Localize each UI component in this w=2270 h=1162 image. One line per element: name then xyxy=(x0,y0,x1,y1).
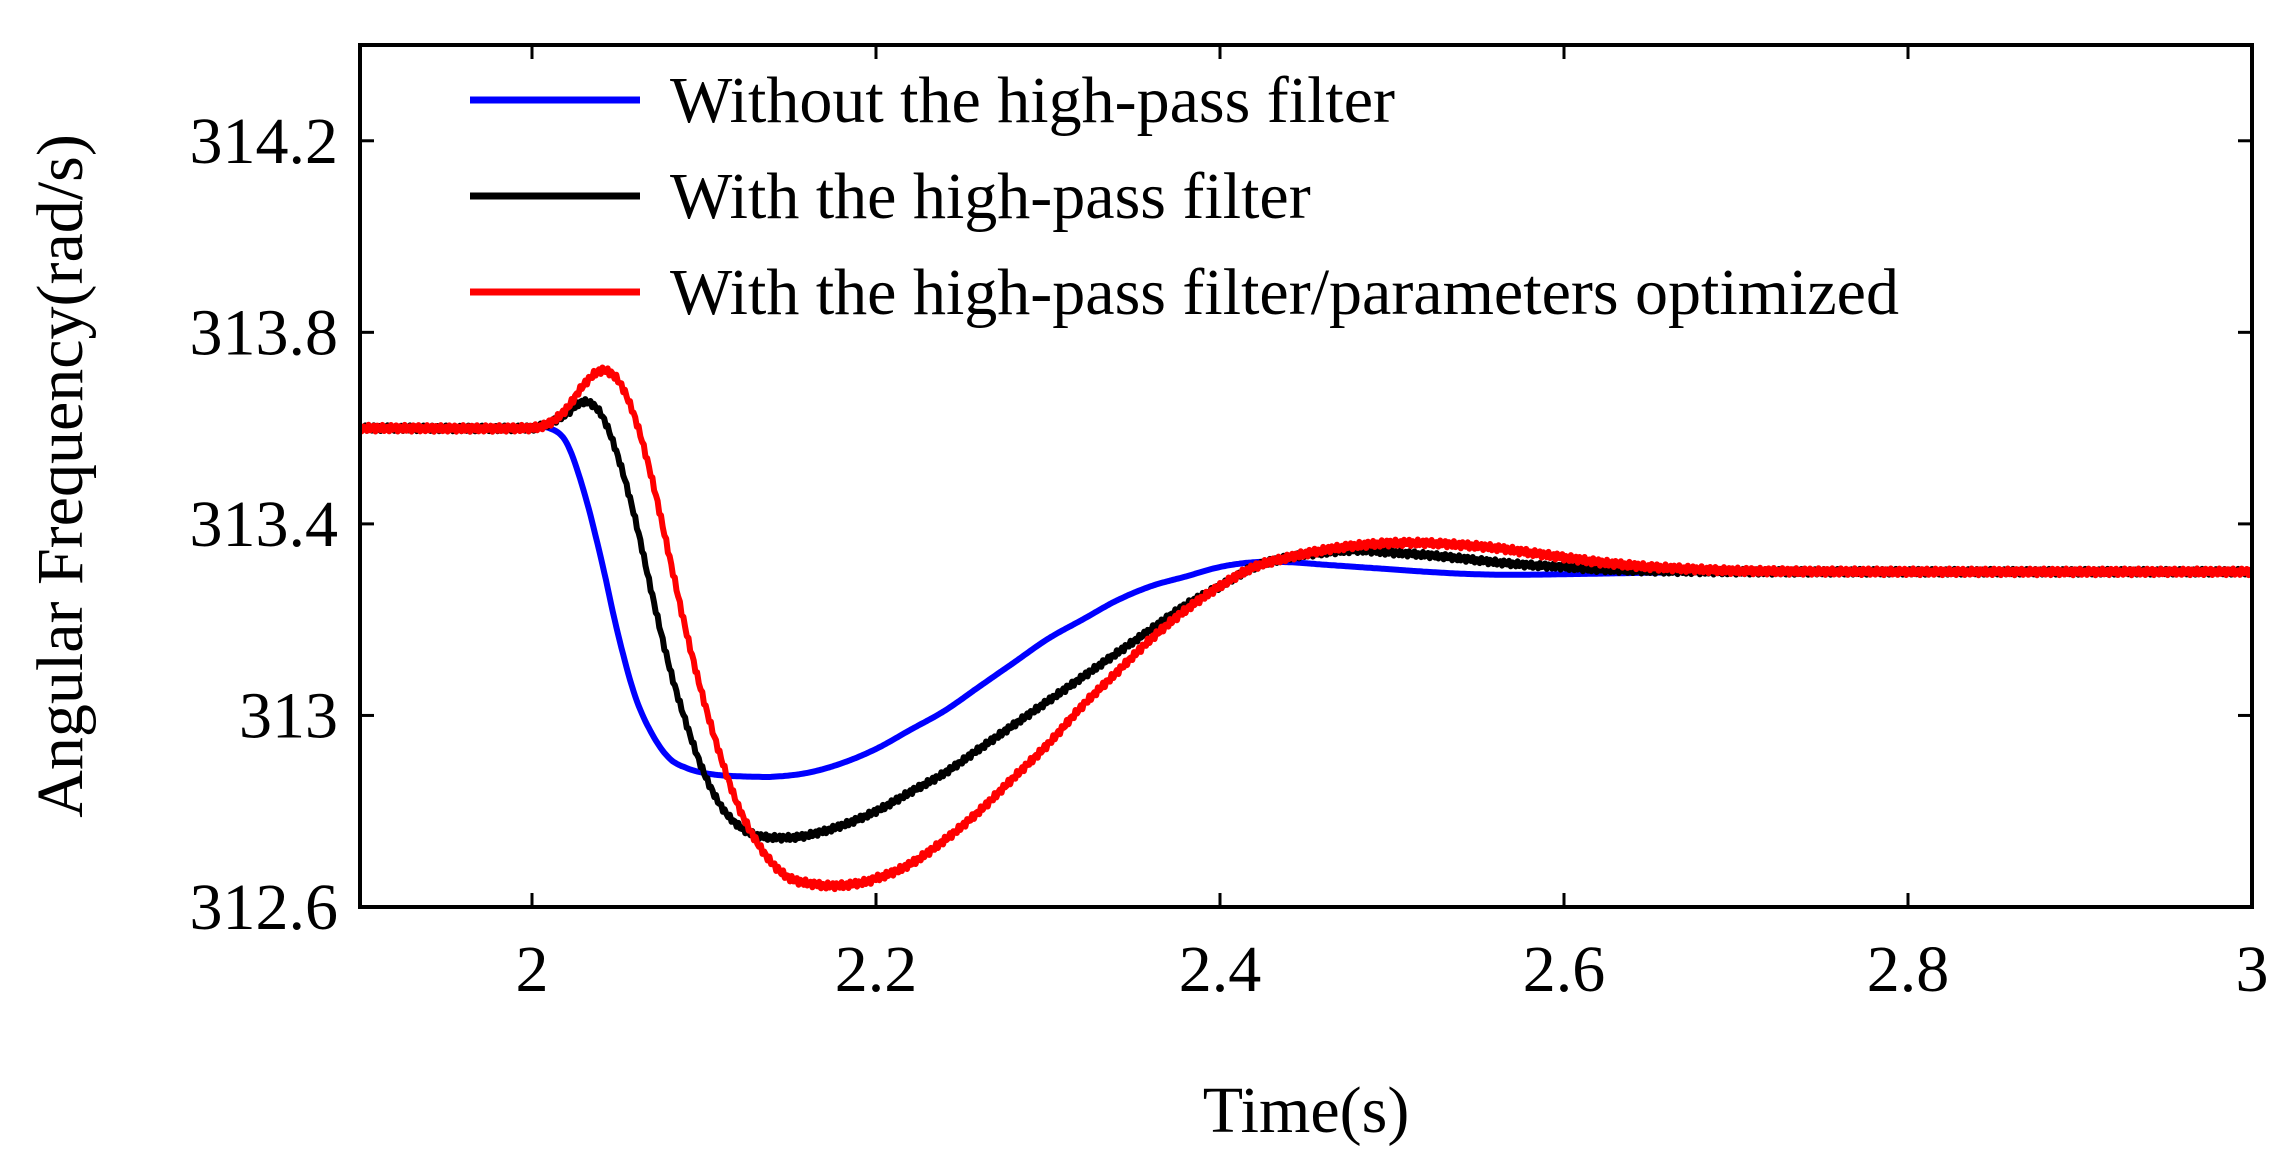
tick-layer: 2 2.2 2.4 2.6 2.8 3 312.6 313 313.4 313.8 314.2 xyxy=(190,45,2269,1006)
x-tick-label: 2.2 xyxy=(835,933,918,1006)
x-tick-label: 2.8 xyxy=(1867,933,1950,1006)
y-tick-label: 313.8 xyxy=(190,296,339,369)
y-tick-label: 314.2 xyxy=(190,105,339,178)
x-tick-label: 2 xyxy=(516,933,549,1006)
series-line-2 xyxy=(360,396,2252,844)
x-tick-label: 3 xyxy=(2236,933,2269,1006)
x-tick-label: 2.6 xyxy=(1523,933,1606,1006)
y-tick-label: 313 xyxy=(239,679,338,752)
x-axis-label: Time(s) xyxy=(1203,1074,1410,1147)
y-axis-label: Angular Frequency(rad/s) xyxy=(24,134,97,818)
legend-label-2: With the high-pass filter xyxy=(670,160,1311,233)
series-layer xyxy=(360,364,2252,893)
y-tick-label: 313.4 xyxy=(190,488,339,561)
series-line-1 xyxy=(360,424,2252,780)
series-line-3 xyxy=(360,364,2252,893)
plot-frame xyxy=(358,43,2254,909)
legend-label-1: Without the high-pass filter xyxy=(670,64,1395,137)
y-tick-label: 312.6 xyxy=(190,871,339,944)
x-tick-label: 2.4 xyxy=(1179,933,1262,1006)
legend-label-3: With the high-pass filter/parameters opt… xyxy=(670,256,1899,329)
legend: Without the high-pass filter With the hig… xyxy=(470,64,1899,329)
